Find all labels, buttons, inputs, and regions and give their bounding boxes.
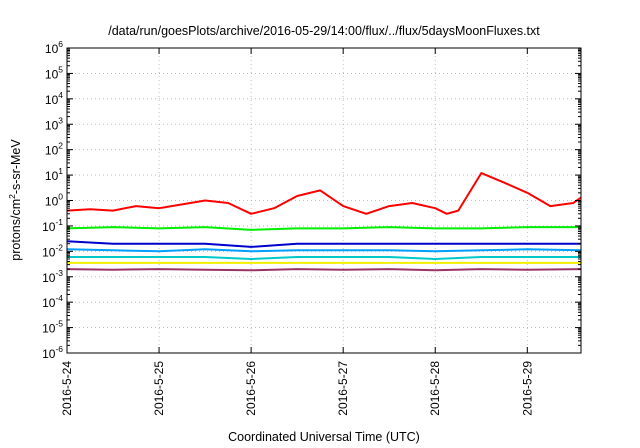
y-tick-label: 10-6 — [42, 344, 63, 361]
x-tick-label: 2016-5-26 — [244, 361, 258, 416]
series-line-1 — [66, 172, 582, 215]
y-axis-label: protons/cm2-s-sr-MeV — [7, 139, 23, 261]
x-axis: 2016-5-24 2016-5-25 2016-5-26 2016-5-27 2016… — [60, 48, 534, 416]
y-tick-label: 10-1 — [42, 217, 63, 234]
y-axis-label-part1: protons/cm — [9, 199, 23, 261]
series-group — [66, 172, 582, 272]
y-tick-label: 10-4 — [42, 293, 63, 310]
series-line-5 — [67, 256, 581, 260]
y-tick-label: 105 — [45, 64, 63, 81]
y-tick-label: 102 — [45, 141, 63, 158]
x-tick-label: 2016-5-29 — [520, 361, 534, 416]
y-axis-label-sup: 2 — [7, 194, 17, 199]
x-axis-label: Coordinated Universal Time (UTC) — [228, 430, 420, 444]
y-axis: 10-6 10-5 10-4 10-3 10-2 10-1 100 101 102 103 104 1… — [42, 39, 581, 361]
y-tick-label: 101 — [45, 166, 63, 183]
y-tick-label: 104 — [45, 90, 63, 107]
chart-title: /data/run/goesPlots/archive/2016-05-29/1… — [108, 24, 540, 38]
y-tick-label: 10-2 — [42, 242, 63, 259]
y-tick-label: 100 — [45, 192, 63, 209]
x-tick-label: 2016-5-27 — [336, 361, 350, 416]
x-tick-label: 2016-5-28 — [428, 361, 442, 416]
x-tick-label: 2016-5-25 — [152, 361, 166, 416]
y-tick-label: 106 — [45, 39, 63, 56]
series-line-7 — [66, 268, 582, 272]
y-axis-label-part2: -s-sr-MeV — [9, 139, 23, 195]
grid-lines — [66, 48, 581, 353]
x-tick-label: 2016-5-24 — [60, 361, 74, 416]
series-line-3 — [66, 240, 581, 248]
y-tick-label: 10-5 — [42, 319, 63, 336]
series-line-2 — [66, 226, 581, 231]
series-line-4 — [66, 248, 582, 253]
y-tick-label: 10-3 — [42, 268, 63, 285]
y-tick-label: 103 — [45, 115, 63, 132]
